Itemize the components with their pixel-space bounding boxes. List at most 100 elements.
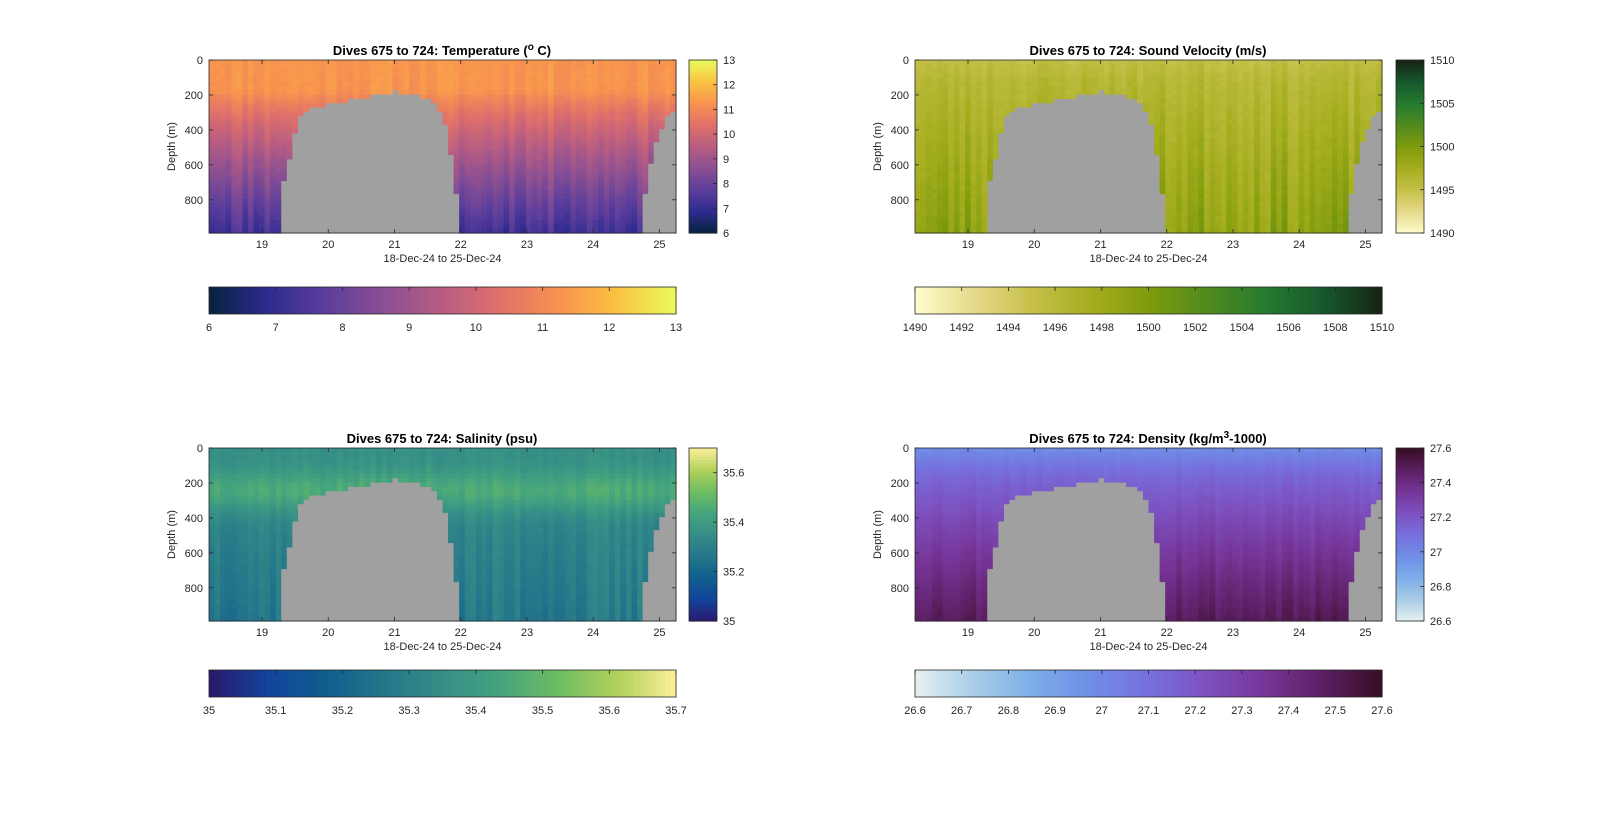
heatmap-cell: [498, 64, 505, 70]
heatmap-cell: [564, 198, 571, 204]
heatmap-cell: [603, 129, 610, 135]
heatmap-cell: [1020, 81, 1027, 87]
heatmap-cell: [926, 168, 933, 174]
heatmap-cell: [920, 111, 927, 117]
heatmap-cell: [1015, 142, 1022, 148]
heatmap-cell: [575, 198, 583, 204]
heatmap-cell: [314, 124, 321, 130]
heatmap-cell: [381, 181, 388, 187]
heatmap-cell: [1065, 142, 1072, 148]
heatmap-cell: [342, 85, 349, 91]
heatmap-cell: [564, 207, 571, 212]
heatmap-cell: [320, 64, 327, 70]
heatmap-cell: [1092, 60, 1100, 65]
heatmap-cell: [375, 64, 382, 70]
heatmap-cell: [1065, 224, 1072, 230]
heatmap-cell: [926, 176, 933, 182]
heatmap-cell: [453, 107, 460, 113]
heatmap-cell: [225, 68, 232, 74]
heatmap-cell: [1015, 77, 1022, 83]
heatmap-cell: [1087, 224, 1094, 230]
heatmap-cell: [575, 211, 583, 217]
heatmap-cell: [965, 103, 972, 109]
heatmap-cell: [1009, 163, 1016, 169]
heatmap-cell: [1092, 224, 1100, 230]
heatmap-cell: [303, 198, 310, 204]
colorbar-segment: [333, 287, 340, 314]
heatmap-cell: [548, 68, 555, 74]
heatmap-cell: [1065, 194, 1072, 199]
heatmap-cell: [1026, 176, 1033, 182]
heatmap-cell: [1098, 124, 1105, 130]
heatmap-cell: [509, 224, 516, 230]
heatmap-cell: [259, 176, 266, 182]
heatmap-cell: [520, 172, 527, 178]
heatmap-cell: [1053, 72, 1061, 78]
heatmap-cell: [942, 124, 949, 130]
heatmap-cell: [525, 220, 533, 225]
heatmap-cell: [587, 176, 594, 182]
heatmap-cell: [375, 142, 382, 148]
heatmap-cell: [1087, 94, 1094, 100]
heatmap-cell: [1003, 194, 1011, 199]
heatmap-cell: [931, 85, 938, 91]
heatmap-cell: [625, 111, 633, 117]
heatmap-cell: [965, 133, 972, 139]
heatmap-cell: [942, 220, 949, 225]
heatmap-cell: [392, 172, 399, 178]
heatmap-cell: [1076, 198, 1083, 204]
heatmap-cell: [370, 120, 377, 126]
heatmap-cell: [564, 224, 571, 230]
heatmap-cell: [275, 107, 282, 113]
heatmap-cell: [320, 185, 327, 191]
heatmap-cell: [475, 103, 483, 109]
heatmap-cell: [970, 224, 977, 230]
heatmap-cell: [403, 124, 410, 130]
heatmap-cell: [1031, 202, 1038, 208]
heatmap-cell: [581, 124, 588, 130]
heatmap-cell: [503, 202, 510, 208]
heatmap-cell: [648, 133, 655, 139]
heatmap-cell: [359, 60, 366, 65]
heatmap-cell: [286, 194, 293, 199]
heatmap-cell: [1098, 172, 1105, 178]
heatmap-cell: [1081, 68, 1088, 74]
heatmap-cell: [242, 220, 249, 225]
heatmap-cell: [642, 194, 649, 199]
heatmap-cell: [336, 202, 344, 208]
heatmap-cell: [614, 64, 622, 70]
heatmap-cell: [1015, 207, 1022, 212]
heatmap-cell: [592, 150, 599, 156]
heatmap-cell: [525, 163, 533, 169]
heatmap-cell: [1037, 215, 1044, 221]
heatmap-cell: [403, 194, 410, 199]
heatmap-cell: [398, 198, 405, 204]
heatmap-cell: [525, 215, 533, 221]
heatmap-cell: [525, 133, 533, 139]
heatmap-cell: [992, 155, 999, 161]
heatmap-cell: [992, 150, 999, 156]
heatmap-cell: [998, 137, 1005, 143]
heatmap-cell: [486, 103, 494, 109]
heatmap-cell: [1065, 207, 1072, 212]
heatmap-cell: [431, 107, 438, 113]
heatmap-cell: [320, 189, 327, 195]
heatmap-cell: [420, 137, 427, 143]
heatmap-cell: [425, 159, 432, 165]
heatmap-cell: [581, 228, 588, 234]
heatmap-cell: [976, 137, 983, 143]
heatmap-cell: [965, 181, 972, 187]
heatmap-cell: [915, 68, 922, 74]
heatmap-cell: [448, 207, 455, 212]
heatmap-cell: [537, 81, 544, 87]
heatmap-cell: [247, 181, 255, 187]
heatmap-cell: [325, 194, 332, 199]
heatmap-cell: [320, 98, 327, 104]
heatmap-cell: [1059, 172, 1066, 178]
heatmap-cell: [987, 168, 994, 174]
heatmap-cell: [453, 181, 460, 187]
heatmap-cell: [220, 98, 227, 104]
heatmap-cell: [375, 155, 382, 161]
heatmap-cell: [403, 146, 410, 152]
heatmap-cell: [631, 116, 638, 122]
